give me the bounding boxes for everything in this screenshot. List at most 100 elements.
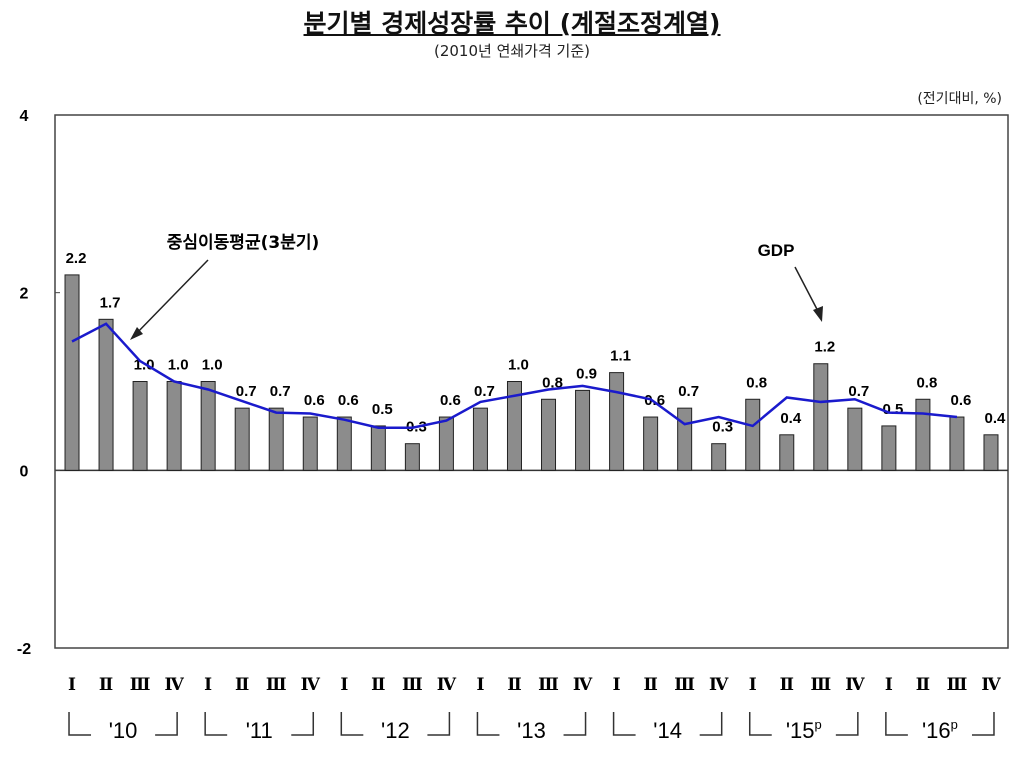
year-bracket-right — [971, 712, 995, 736]
year-bracket-right — [835, 712, 859, 736]
annotation-gdp: GDP — [758, 241, 795, 260]
bar — [302, 416, 318, 471]
bar — [166, 381, 182, 471]
quarter-label: Ⅰ — [613, 675, 621, 695]
quarter-label: Ⅲ — [130, 675, 151, 695]
quarter-label: Ⅱ — [235, 675, 249, 695]
bar — [64, 274, 80, 471]
quarter-label: Ⅱ — [916, 675, 930, 695]
quarter-label: Ⅰ — [749, 675, 757, 695]
bar — [98, 318, 114, 471]
arrowhead-icon — [813, 306, 823, 322]
data-label: 0.6 — [338, 392, 359, 409]
quarter-label: Ⅳ — [164, 675, 184, 695]
quarter-label: Ⅰ — [885, 675, 893, 695]
quarter-label: Ⅲ — [674, 675, 695, 695]
data-label: 2.2 — [66, 250, 87, 267]
bar — [745, 398, 761, 471]
data-label: 0.7 — [270, 383, 291, 400]
year-bracket-left — [340, 712, 364, 736]
bar — [438, 416, 454, 471]
quarter-label: Ⅰ — [204, 675, 212, 695]
bar — [677, 407, 693, 471]
year-bracket-right — [291, 712, 315, 736]
data-label: 0.6 — [440, 392, 461, 409]
annotation-moving-average: 중심이동평균(3분기) — [167, 233, 320, 253]
year-bracket-right — [563, 712, 587, 736]
bar — [949, 416, 965, 471]
year-bracket-left — [476, 712, 500, 736]
year-label: '16p — [922, 717, 958, 743]
data-label: 0.6 — [951, 392, 972, 409]
data-label: 1.0 — [168, 357, 189, 374]
year-label: '10 — [109, 718, 138, 743]
chart-subtitle: (2010년 연쇄가격 기준) — [433, 42, 590, 60]
year-bracket-left — [885, 712, 908, 736]
data-label: 0.7 — [236, 383, 257, 400]
data-label: 1.1 — [610, 348, 631, 365]
data-label: 0.7 — [848, 383, 869, 400]
year-label: '12 — [381, 718, 410, 743]
bar — [404, 443, 420, 471]
data-label: 1.0 — [202, 357, 223, 374]
quarter-label: Ⅲ — [266, 675, 287, 695]
unit-label: (전기대비, %) — [917, 91, 1002, 107]
quarter-label: Ⅳ — [981, 675, 1001, 695]
data-label: 0.5 — [882, 401, 903, 418]
quarter-label: Ⅰ — [68, 675, 76, 695]
year-label: '14 — [653, 718, 682, 743]
bar — [234, 407, 250, 471]
quarter-label: Ⅳ — [301, 675, 321, 695]
year-bracket-left — [612, 712, 636, 736]
year-label: '15p — [786, 717, 822, 743]
data-label: 0.7 — [678, 383, 699, 400]
data-label: 0.4 — [985, 410, 1007, 427]
y-tick-label: 4 — [20, 108, 29, 125]
quarter-label: Ⅲ — [402, 675, 423, 695]
bar — [915, 398, 931, 471]
year-bracket-left — [68, 712, 92, 736]
quarter-label: Ⅲ — [947, 675, 968, 695]
annotation-arrow — [794, 266, 821, 316]
quarter-label: Ⅱ — [99, 675, 113, 695]
year-bracket-right — [427, 712, 451, 736]
data-label: 0.8 — [916, 374, 937, 391]
year-label: '11 — [246, 718, 273, 743]
moving-average-line — [71, 322, 958, 429]
bar — [609, 372, 625, 471]
bar — [200, 381, 216, 471]
year-bracket-right — [155, 712, 178, 736]
quarter-label: Ⅳ — [437, 675, 457, 695]
quarter-label: Ⅱ — [507, 675, 521, 695]
quarter-label: Ⅰ — [340, 675, 348, 695]
arrowhead-icon — [130, 327, 143, 340]
bar — [711, 443, 727, 471]
bar — [779, 434, 795, 471]
quarter-label: Ⅳ — [573, 675, 593, 695]
data-label: 0.8 — [542, 374, 563, 391]
bar — [472, 407, 488, 471]
bar — [132, 381, 148, 471]
data-label: 0.8 — [746, 374, 767, 391]
y-tick-label: -2 — [17, 641, 31, 658]
plot-frame — [54, 114, 1009, 649]
quarter-label: Ⅳ — [845, 675, 865, 695]
quarter-label: Ⅱ — [780, 675, 794, 695]
quarter-label: Ⅱ — [643, 675, 657, 695]
bar — [643, 416, 659, 471]
y-tick-label: 0 — [20, 463, 29, 480]
year-bracket-left — [204, 712, 228, 736]
year-bracket-right — [699, 712, 723, 736]
quarter-label: Ⅱ — [371, 675, 385, 695]
data-label: 0.5 — [372, 401, 393, 418]
quarter-label: Ⅳ — [709, 675, 729, 695]
bar — [813, 363, 829, 471]
bar — [370, 425, 386, 471]
quarter-label: Ⅲ — [538, 675, 559, 695]
annotation-arrow — [132, 259, 209, 338]
bar — [541, 398, 557, 471]
quarter-label: Ⅲ — [810, 675, 831, 695]
data-label: 1.7 — [100, 294, 121, 311]
